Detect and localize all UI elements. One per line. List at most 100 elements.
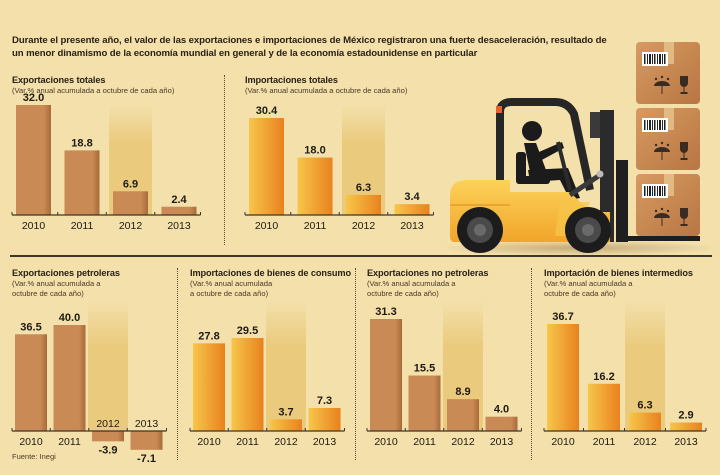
category-label: 2013 bbox=[400, 220, 424, 232]
fragile-glass-icon bbox=[679, 142, 689, 160]
chart-importaciones-totales: Importaciones totales (Var.% anual acumu… bbox=[244, 75, 460, 255]
chart-subtitle: (Var.% anual acumulada a octubre de cada… bbox=[12, 86, 175, 95]
chart-plot: 31.3 2010 15.5 2011 8.9 2012 4.0 2013 bbox=[366, 301, 522, 448]
mast bbox=[600, 110, 614, 242]
category-label: 2011 bbox=[58, 436, 81, 448]
value-label: 4.0 bbox=[494, 404, 509, 416]
category-label: 2013 bbox=[674, 436, 698, 448]
chart-subtitle-line1: (Var.% anual acumulada a bbox=[544, 279, 633, 288]
bar-2012 bbox=[270, 419, 302, 431]
chart-subtitle-line1: (Var.% anual acumulada a bbox=[12, 279, 101, 288]
bar-2010 bbox=[15, 334, 47, 431]
chart-title: Importación de bienes intermedios bbox=[544, 268, 693, 278]
chart-title: Exportaciones totales bbox=[12, 75, 106, 85]
bar-2012 bbox=[113, 191, 148, 215]
chart-subtitle-line2: octubre de cada año) bbox=[367, 289, 439, 298]
bar-2010 bbox=[193, 343, 225, 431]
value-label: -3.9 bbox=[99, 444, 118, 456]
highlight-column bbox=[625, 301, 665, 431]
value-label: 32.0 bbox=[23, 92, 44, 104]
bar-2011 bbox=[297, 157, 333, 215]
chart-title: Exportaciones no petroleras bbox=[367, 268, 489, 278]
chart-exportaciones-totales: Exportaciones totales (Var.% anual acumu… bbox=[11, 75, 227, 255]
category-label: 2010 bbox=[19, 436, 43, 448]
value-label: 31.3 bbox=[375, 306, 396, 318]
divider bbox=[531, 268, 532, 460]
chart-importacion-bienes-intermedios: Importación de bienes intermedios (Var.%… bbox=[543, 268, 709, 448]
warning-light bbox=[496, 106, 502, 113]
divider bbox=[224, 75, 225, 245]
fragile-glass-icon bbox=[679, 208, 689, 226]
value-label: 6.3 bbox=[356, 182, 371, 194]
value-label: 29.5 bbox=[237, 325, 258, 337]
bar-2011 bbox=[588, 383, 620, 431]
category-label: 2012 bbox=[96, 418, 120, 430]
keep-dry-umbrella-icon bbox=[654, 141, 670, 160]
keep-dry-umbrella-icon bbox=[654, 207, 670, 226]
chart-plot: 36.5 2010 40.0 2011 -3.9 2012 -7.1 2013 bbox=[11, 301, 167, 465]
category-label: 2010 bbox=[197, 436, 221, 448]
chart-plot: 30.4 2010 18.0 2011 6.3 2012 3.4 2013 bbox=[244, 105, 434, 232]
box bbox=[636, 108, 700, 170]
value-label: 2.9 bbox=[678, 410, 693, 422]
bar-2012 bbox=[447, 399, 479, 431]
category-label: 2013 bbox=[490, 436, 514, 448]
chart-title: Importaciones totales bbox=[245, 75, 338, 85]
tilt-cylinder bbox=[568, 172, 602, 198]
chart-subtitle: (Var.% anual acumulada a octubre de cada… bbox=[245, 86, 408, 95]
value-label: 7.3 bbox=[317, 395, 332, 407]
category-label: 2013 bbox=[167, 220, 191, 232]
category-label: 2012 bbox=[352, 220, 376, 232]
category-label: 2011 bbox=[236, 436, 259, 448]
bar-2011 bbox=[53, 325, 86, 431]
divider bbox=[355, 268, 356, 460]
bar-2013 bbox=[394, 204, 430, 215]
rear-wheel bbox=[457, 207, 503, 253]
bar-2013 bbox=[670, 422, 702, 431]
category-label: 2013 bbox=[313, 436, 337, 448]
bar-2013 bbox=[161, 206, 197, 215]
chart-subtitle-line1: (Var.% anual acumulada bbox=[190, 279, 273, 288]
chart-subtitle-line2: octubre de cada año) bbox=[544, 289, 616, 298]
category-label: 2012 bbox=[451, 436, 475, 448]
steering-column bbox=[556, 141, 572, 191]
bar-2012 bbox=[346, 194, 381, 215]
value-label: 8.9 bbox=[455, 386, 470, 398]
value-label: 6.9 bbox=[123, 178, 138, 190]
value-label: 15.5 bbox=[414, 363, 435, 375]
category-label: 2012 bbox=[274, 436, 298, 448]
chart-title: Importaciones de bienes de consumo bbox=[190, 268, 351, 278]
value-label: 18.8 bbox=[71, 137, 92, 149]
chart-subtitle-line2: a octubre de cada año) bbox=[190, 289, 269, 298]
bar-2010 bbox=[547, 324, 579, 431]
keep-dry-umbrella-icon bbox=[654, 75, 670, 94]
bar-2010 bbox=[16, 105, 51, 215]
category-label: 2010 bbox=[551, 436, 575, 448]
chart-subtitle-line1: (Var.% anual acumulada a bbox=[367, 279, 456, 288]
chart-plot: 27.8 2010 29.5 2011 3.7 2012 7.3 2013 bbox=[189, 301, 345, 448]
front-wheel bbox=[565, 207, 611, 253]
chart-plot: 36.7 2010 16.2 2011 6.3 2012 2.9 2013 bbox=[543, 301, 707, 448]
bar-2012 bbox=[629, 412, 661, 431]
value-label: 40.0 bbox=[59, 312, 80, 324]
chart-importaciones-bienes-consumo: Importaciones de bienes de consumo (Var.… bbox=[189, 268, 351, 448]
chart-exportaciones-no-petroleras: Exportaciones no petroleras (Var.% anual… bbox=[366, 268, 527, 448]
value-label: 36.7 bbox=[552, 311, 573, 323]
category-label: 2010 bbox=[374, 436, 398, 448]
fragile-glass-icon bbox=[679, 76, 689, 94]
fork bbox=[628, 236, 700, 241]
bar-2012 bbox=[92, 431, 124, 442]
chart-exportaciones-petroleras: Exportaciones petroleras (Var.% anual ac… bbox=[11, 268, 172, 465]
bar-2013 bbox=[308, 407, 341, 431]
category-label: 2012 bbox=[119, 220, 143, 232]
category-label: 2011 bbox=[593, 436, 616, 448]
value-label: 36.5 bbox=[20, 321, 41, 333]
category-label: 2011 bbox=[304, 220, 327, 232]
box-stack bbox=[636, 42, 700, 236]
bar-2013 bbox=[485, 416, 518, 431]
box bbox=[636, 174, 700, 236]
category-label: 2011 bbox=[71, 220, 94, 232]
category-label: 2013 bbox=[135, 418, 159, 430]
box bbox=[636, 42, 700, 104]
bar-2010 bbox=[370, 319, 402, 431]
